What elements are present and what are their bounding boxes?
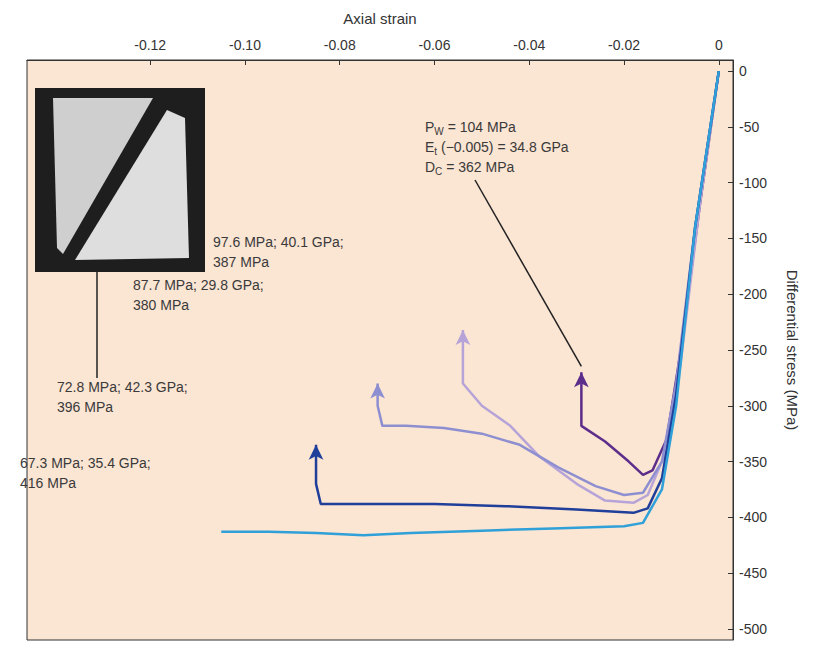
svg-text:97.6 MPa; 40.1 GPa;: 97.6 MPa; 40.1 GPa; bbox=[213, 234, 344, 250]
svg-text:-400: -400 bbox=[739, 509, 767, 525]
svg-text:Axial strain: Axial strain bbox=[343, 10, 416, 27]
svg-text:416 MPa: 416 MPa bbox=[20, 475, 76, 491]
svg-text:87.7 MPa; 29.8 GPa;: 87.7 MPa; 29.8 GPa; bbox=[133, 277, 264, 293]
svg-text:W: W bbox=[434, 125, 444, 137]
svg-text:72.8 MPa; 42.3 GPa;: 72.8 MPa; 42.3 GPa; bbox=[57, 379, 188, 395]
svg-text:-500: -500 bbox=[739, 621, 767, 637]
svg-text:(−0.005) = 34.8 GPa: (−0.005) = 34.8 GPa bbox=[437, 139, 569, 155]
svg-text:-0.06: -0.06 bbox=[419, 37, 451, 53]
svg-text:-150: -150 bbox=[739, 230, 767, 246]
svg-text:C: C bbox=[435, 166, 442, 177]
svg-text:-0.08: -0.08 bbox=[324, 37, 356, 53]
svg-text:-250: -250 bbox=[739, 342, 767, 358]
svg-text:0: 0 bbox=[715, 37, 723, 53]
svg-text:t: t bbox=[434, 145, 438, 157]
svg-text:380 MPa: 380 MPa bbox=[133, 297, 189, 313]
svg-text:-350: -350 bbox=[739, 454, 767, 470]
svg-text:-50: -50 bbox=[739, 119, 759, 135]
svg-text:-0.10: -0.10 bbox=[229, 37, 261, 53]
svg-text:D: D bbox=[425, 159, 435, 175]
svg-text:67.3 MPa; 35.4 GPa;: 67.3 MPa; 35.4 GPa; bbox=[20, 455, 151, 471]
svg-text:-0.04: -0.04 bbox=[513, 37, 545, 53]
svg-text:= 104 MPa: = 104 MPa bbox=[444, 119, 516, 135]
svg-text:396 MPa: 396 MPa bbox=[57, 399, 113, 415]
svg-text:E: E bbox=[425, 139, 434, 155]
svg-text:-300: -300 bbox=[739, 398, 767, 414]
svg-text:-200: -200 bbox=[739, 286, 767, 302]
svg-text:= 362 MPa: = 362 MPa bbox=[442, 159, 514, 175]
svg-text:Differential stress (MPa): Differential stress (MPa) bbox=[784, 270, 801, 431]
svg-text:0: 0 bbox=[739, 63, 747, 79]
svg-text:-0.02: -0.02 bbox=[608, 37, 640, 53]
svg-text:P: P bbox=[425, 119, 434, 135]
svg-text:387 MPa: 387 MPa bbox=[213, 254, 269, 270]
svg-text:-100: -100 bbox=[739, 175, 767, 191]
svg-text:-0.12: -0.12 bbox=[134, 37, 166, 53]
svg-text:-450: -450 bbox=[739, 565, 767, 581]
